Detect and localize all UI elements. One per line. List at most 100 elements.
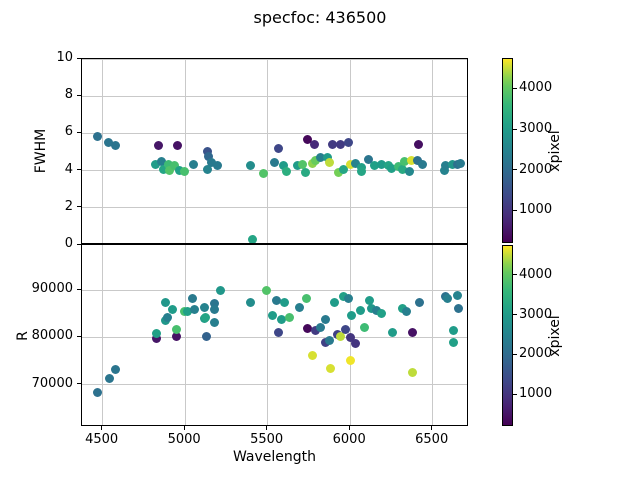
scatter-point: [377, 309, 387, 319]
scatter-point: [285, 312, 295, 322]
scatter-point: [172, 325, 182, 335]
scatter-point: [340, 325, 350, 335]
colorbar-r: [502, 245, 513, 426]
y-tick: [77, 288, 81, 290]
y-tick: [77, 131, 81, 133]
scatter-point: [388, 327, 398, 337]
scatter-point: [401, 307, 411, 317]
scatter-point: [372, 306, 382, 316]
y-tick: [77, 243, 81, 245]
colorbar-tick: [513, 274, 517, 276]
colorbar-tick: [513, 87, 517, 89]
gridline: [82, 289, 467, 291]
scatter-point: [308, 351, 318, 361]
scatter-point: [167, 305, 177, 315]
colorbar-fwhm: [502, 58, 513, 243]
scatter-point: [280, 297, 290, 307]
scatter-point: [298, 159, 308, 169]
y-tick-label: 90000: [31, 281, 73, 297]
scatter-point: [345, 356, 355, 366]
scatter-point: [386, 164, 396, 174]
scatter-point: [414, 297, 424, 307]
scatter-point: [404, 167, 414, 177]
x-tick-label: 5000: [167, 432, 201, 447]
scatter-point: [345, 159, 355, 169]
colorbar-tick-label: 4000: [519, 266, 553, 282]
scatter-point: [367, 304, 377, 314]
scatter-point: [413, 155, 423, 165]
scatter-point: [449, 326, 459, 336]
scatter-point: [326, 363, 336, 373]
gridline: [82, 59, 467, 60]
x-tick-label: 6000: [332, 432, 366, 447]
scatter-point: [355, 306, 365, 316]
gridline: [82, 95, 467, 97]
scatter-point: [276, 314, 286, 324]
scatter-point: [324, 157, 334, 167]
scatter-point: [322, 153, 332, 163]
scatter-point: [152, 333, 162, 343]
scatter-point: [301, 294, 311, 304]
scatter-point: [295, 302, 304, 312]
scatter-point: [399, 156, 409, 166]
scatter-point: [152, 328, 162, 338]
scatter-point: [447, 159, 457, 169]
gridline: [82, 170, 467, 172]
scatter-point: [213, 161, 223, 171]
scatter-point: [350, 339, 360, 349]
scatter-point: [278, 160, 288, 170]
scatter-point: [245, 160, 255, 170]
scatter-point: [442, 294, 452, 304]
scatter-point: [209, 317, 219, 327]
scatter-point: [452, 290, 462, 300]
scatter-point: [370, 161, 380, 171]
scatter-point: [335, 140, 345, 150]
scatter-point: [377, 159, 387, 169]
scatter-point: [163, 312, 173, 322]
y-tick-label: 6: [64, 124, 73, 140]
scatter-point: [293, 160, 303, 170]
scatter-point: [311, 326, 321, 336]
y-tick: [77, 335, 81, 337]
scatter-point: [203, 165, 213, 175]
scatter-point: [360, 322, 370, 332]
colorbar-tick-label: 3000: [519, 121, 553, 137]
scatter-point: [248, 234, 258, 243]
scatter-point: [455, 158, 465, 168]
scatter-point: [408, 367, 418, 377]
scatter-point: [180, 167, 190, 177]
scatter-point: [165, 166, 175, 176]
x-tick-label: 5500: [250, 432, 284, 447]
scatter-point: [363, 154, 373, 164]
gridline: [82, 336, 467, 338]
scatter-point: [209, 304, 219, 314]
gridline: [102, 245, 104, 425]
scatter-point: [163, 159, 173, 169]
figure-title: specfoc: 436500: [253, 8, 387, 27]
x-tick: [183, 426, 185, 430]
scatter-point: [449, 338, 459, 348]
y-tick-label: 8: [64, 87, 73, 103]
scatter-point: [408, 327, 418, 337]
scatter-point: [110, 364, 120, 374]
scatter-point: [189, 304, 199, 314]
scatter-point: [153, 140, 163, 150]
scatter-point: [345, 332, 355, 342]
scatter-point: [93, 388, 103, 398]
gridline: [267, 59, 269, 243]
scatter-point: [261, 286, 271, 296]
scatter-point: [398, 165, 408, 175]
scatter-point: [393, 162, 403, 172]
y-tick: [77, 383, 81, 385]
colorbar-tick: [513, 128, 517, 130]
scatter-point: [273, 143, 283, 153]
scatter-point: [268, 310, 278, 320]
x-tick: [431, 426, 433, 430]
scatter-point: [335, 331, 345, 341]
gridline: [102, 59, 104, 243]
scatter-point: [334, 167, 344, 177]
y-tick: [77, 57, 81, 59]
scatter-point: [309, 140, 319, 150]
gridline: [349, 59, 351, 243]
